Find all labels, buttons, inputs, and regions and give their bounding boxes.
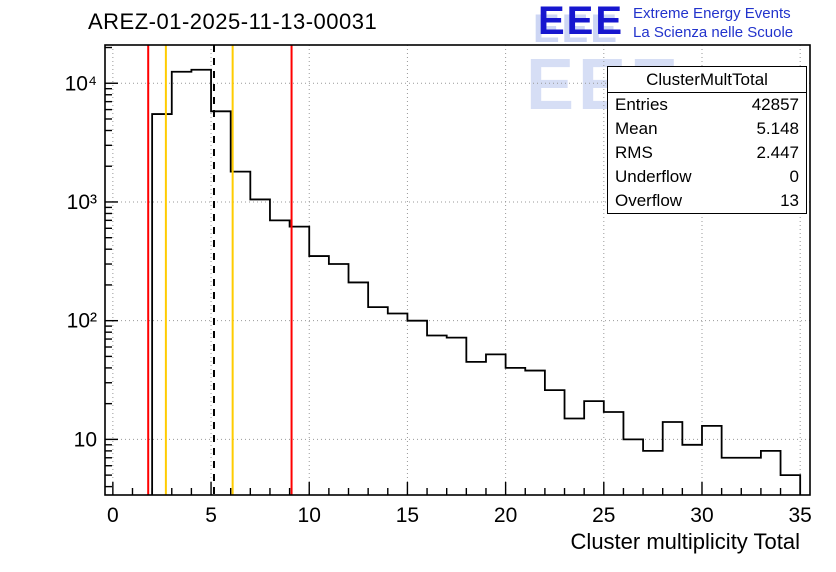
stats-row: Mean 5.148: [608, 117, 806, 141]
stats-row: Overflow 13: [608, 189, 806, 213]
x-axis-title: Cluster multiplicity Total: [570, 529, 800, 554]
eee-logo-subtitle: Extreme Energy Events La Scienza nelle S…: [633, 2, 793, 42]
stats-label: Mean: [615, 119, 658, 138]
x-tick-label: 20: [494, 504, 517, 527]
stats-label: Underflow: [615, 167, 692, 186]
eee-logo-text: EEE: [538, 0, 625, 43]
x-tick-label: 35: [789, 504, 812, 527]
x-tick-label: 30: [690, 504, 713, 527]
y-tick-label: 10²: [67, 310, 97, 333]
eee-logo: EEE Extreme Energy Events La Scienza nel…: [538, 0, 793, 43]
x-tick-label: 5: [205, 504, 217, 527]
x-tick-label: 25: [592, 504, 615, 527]
eee-logo-line-1: Extreme Energy Events: [633, 5, 791, 22]
eee-logo-line-2: La Scienza nelle Scuole: [633, 24, 794, 41]
y-tick-label: 10³: [67, 191, 97, 214]
stats-box: ClusterMultTotal Entries 42857 Mean 5.148 RM…: [607, 66, 807, 214]
stats-value: 13: [780, 191, 799, 210]
stats-label: Entries: [615, 95, 668, 114]
stats-row: Entries 42857: [608, 93, 806, 117]
x-tick-label: 0: [107, 504, 119, 527]
stats-row: Underflow 0: [608, 165, 806, 189]
plot-title: AREZ-01-2025-11-13-00031: [88, 9, 378, 34]
y-tick-label: 10: [74, 428, 97, 451]
x-tick-label: 15: [396, 504, 419, 527]
y-tick-label: 10⁴: [65, 72, 97, 95]
stats-value: 0: [789, 167, 799, 186]
x-tick-label: 10: [298, 504, 321, 527]
stats-rows: Entries 42857 Mean 5.148 RMS 2.447 Underflow 0 O…: [608, 93, 806, 213]
stats-label: RMS: [615, 143, 653, 162]
stats-value: 42857: [751, 95, 799, 114]
stats-box-title: ClusterMultTotal: [608, 67, 806, 93]
histogram-line: [151, 68, 802, 495]
stats-value: 2.447: [756, 143, 799, 162]
plot-frame: [104, 44, 811, 496]
stats-label: Overflow: [615, 191, 683, 210]
stats-row: RMS 2.447: [608, 141, 806, 165]
stats-value: 5.148: [756, 119, 799, 138]
